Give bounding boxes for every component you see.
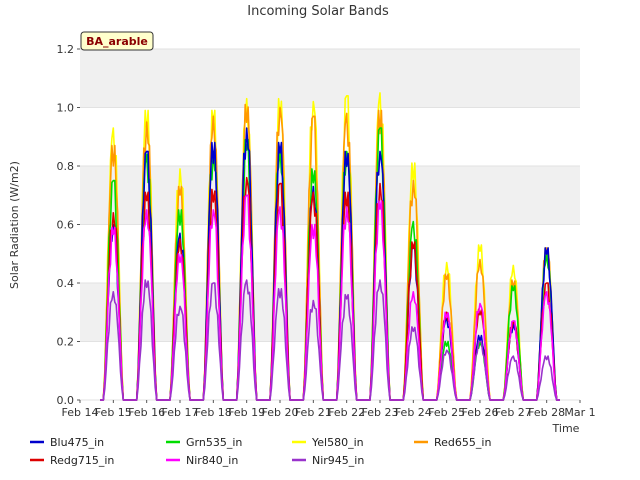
x-tick-label: Feb 15 bbox=[95, 406, 132, 419]
legend-label-Nir945_in: Nir945_in bbox=[312, 454, 364, 467]
y-tick-label: 0.4 bbox=[57, 277, 75, 290]
x-tick-label: Feb 20 bbox=[262, 406, 299, 419]
series-lines bbox=[100, 92, 560, 401]
site-badge: BA_arable bbox=[80, 31, 154, 51]
x-tick-label: Feb 23 bbox=[362, 406, 399, 419]
y-axis-title: Solar Radiation (W/m2) bbox=[8, 161, 21, 289]
x-tick-label: Feb 18 bbox=[195, 406, 232, 419]
y-tick-label: 0.8 bbox=[57, 160, 75, 173]
x-tick-label: Mar 1 bbox=[564, 406, 595, 419]
x-tick-label: Feb 17 bbox=[162, 406, 199, 419]
grid-band bbox=[80, 49, 580, 108]
x-tick-label: Feb 24 bbox=[395, 406, 432, 419]
x-tick-label: Feb 28 bbox=[528, 406, 565, 419]
grid-band bbox=[80, 283, 580, 342]
x-axis-title: Time bbox=[552, 422, 580, 435]
y-tick-label: 0.6 bbox=[57, 219, 75, 232]
x-tick-label: Feb 22 bbox=[328, 406, 365, 419]
x-tick-label: Feb 21 bbox=[295, 406, 332, 419]
y-tick-label: 1.2 bbox=[57, 43, 75, 56]
site-badge-label: BA_arable bbox=[86, 35, 148, 48]
y-axis-ticks: 0.0 0.2 0.4 0.6 0.8 1.0 1.2 bbox=[57, 43, 80, 407]
x-tick-label: Feb 16 bbox=[128, 406, 165, 419]
legend-label-Red655_in: Red655_in bbox=[434, 436, 491, 449]
x-tick-label: Feb 25 bbox=[428, 406, 465, 419]
legend-label-Nir840_in: Nir840_in bbox=[186, 454, 238, 467]
y-tick-label: 1.0 bbox=[57, 102, 75, 115]
legend-label-Grn535_in: Grn535_in bbox=[186, 436, 242, 449]
grid-bands bbox=[80, 49, 580, 342]
legend-label-Redg715_in: Redg715_in bbox=[50, 454, 114, 467]
x-tick-label: Feb 14 bbox=[62, 406, 99, 419]
series-line-Nir945_in bbox=[100, 279, 560, 401]
x-tick-label: Feb 27 bbox=[495, 406, 532, 419]
plot-area bbox=[80, 48, 580, 401]
y-tick-label: 0.0 bbox=[57, 394, 75, 407]
x-tick-label: Feb 26 bbox=[462, 406, 499, 419]
x-tick-label: Feb 19 bbox=[228, 406, 265, 419]
legend-label-Blu475_in: Blu475_in bbox=[50, 436, 104, 449]
grid-band bbox=[80, 166, 580, 225]
legend-label-Yel580_in: Yel580_in bbox=[311, 436, 364, 449]
y-tick-label: 0.2 bbox=[57, 336, 75, 349]
chart-title: Incoming Solar Bands bbox=[247, 4, 389, 19]
legend: Blu475_in Grn535_in Yel580_in Red655_in Redg… bbox=[30, 436, 491, 467]
site-badge-box bbox=[80, 31, 154, 51]
